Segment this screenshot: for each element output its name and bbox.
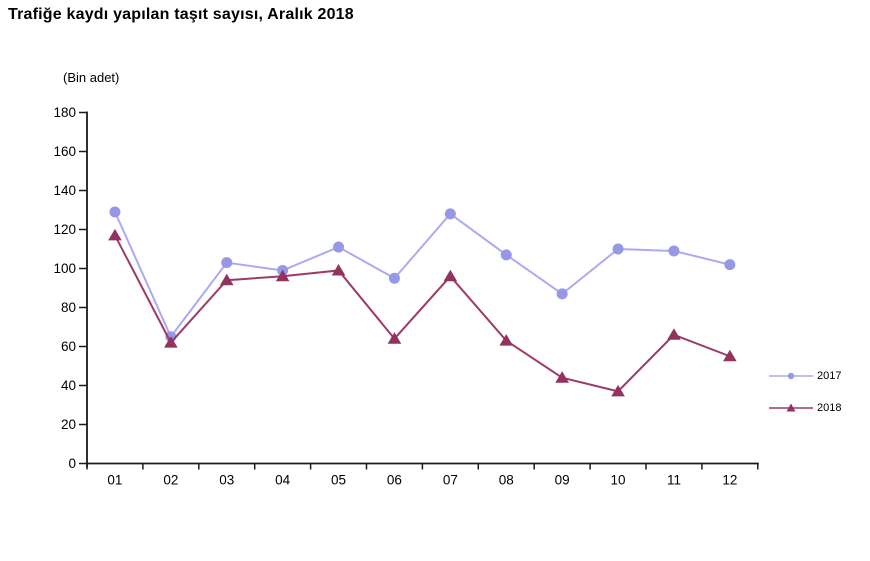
y-tick-label-180: 180 [53, 105, 76, 120]
marker-2017-06 [388, 272, 400, 284]
y-tick-label-140: 140 [53, 183, 76, 198]
marker-2018-07 [443, 269, 458, 282]
marker-2017-08 [500, 249, 512, 261]
marker-2018-09 [555, 371, 569, 383]
marker-2018-03 [219, 273, 234, 286]
x-label-10: 10 [611, 473, 626, 488]
legend-item-2017: 2017 [768, 364, 841, 388]
y-tick-label-40: 40 [61, 378, 76, 393]
marker-2018-10 [611, 384, 625, 397]
x-label-11: 11 [667, 473, 681, 488]
y-tick-label-0: 0 [68, 456, 76, 471]
y-tick-label-120: 120 [53, 222, 76, 237]
marker-2017-01 [109, 206, 121, 218]
marker-2017-11 [668, 245, 680, 257]
legend-item-2018: 2018 [768, 396, 841, 420]
x-label-09: 09 [555, 473, 570, 488]
x-label-04: 04 [275, 473, 291, 488]
x-label-08: 08 [499, 473, 514, 488]
marker-2018-02 [164, 336, 178, 348]
marker-2017-12 [724, 259, 736, 271]
marker-2017-10 [612, 243, 624, 255]
marker-2018-01 [108, 228, 122, 241]
chart-legend: 2017 2018 [768, 364, 841, 428]
marker-2018-06 [387, 332, 402, 344]
y-tick-label-60: 60 [61, 339, 76, 354]
y-tick-label-20: 20 [61, 417, 76, 432]
x-label-12: 12 [722, 473, 737, 488]
x-label-07: 07 [443, 473, 458, 488]
x-label-01: 01 [107, 473, 122, 488]
legend-label-2017: 2017 [817, 370, 842, 382]
marker-2018-08 [499, 334, 514, 346]
x-label-02: 02 [163, 473, 178, 488]
marker-2018-04 [275, 269, 290, 282]
marker-2017-03 [221, 257, 233, 269]
y-tick-label-160: 160 [53, 144, 76, 159]
marker-2018-05 [331, 263, 346, 276]
marker-2018-12 [723, 349, 737, 362]
marker-2017-05 [333, 241, 345, 253]
y-axis-unit-label: (Bin adet) [63, 70, 120, 85]
chart-title: Trafiğe kaydı yapılan taşıt sayısı, Aral… [8, 6, 354, 23]
marker-2017-09 [556, 288, 568, 300]
y-tick-label-100: 100 [53, 261, 76, 276]
marker-2018-11 [667, 328, 681, 340]
x-label-03: 03 [219, 473, 234, 488]
legend-line-circle-icon [769, 372, 813, 380]
series-line-2018 [114, 234, 731, 393]
x-label-06: 06 [387, 473, 402, 488]
marker-2017-07 [444, 208, 456, 220]
y-tick-label-80: 80 [61, 300, 76, 315]
legend-label-2018: 2018 [817, 402, 842, 414]
x-label-05: 05 [331, 473, 346, 488]
series-line-2017 [114, 211, 731, 339]
legend-line-triangle-icon [769, 403, 813, 412]
